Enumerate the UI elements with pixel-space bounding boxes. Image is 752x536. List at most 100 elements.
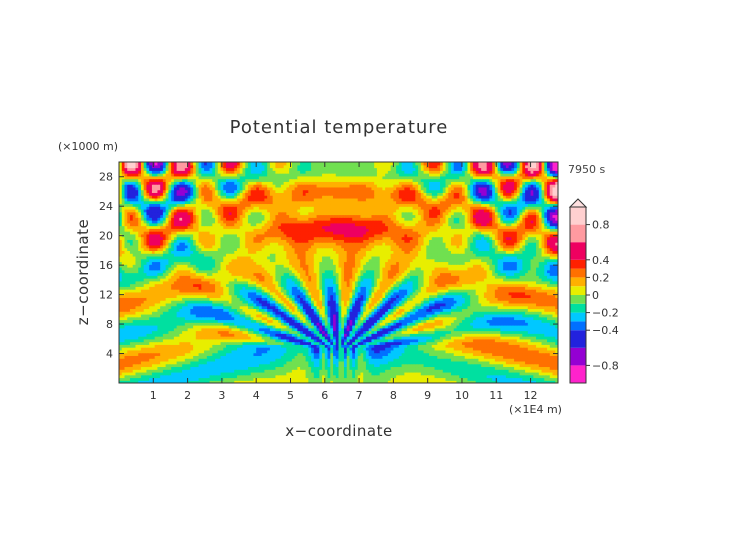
heatmap-cell [286, 324, 290, 329]
heatmap-cell [486, 322, 490, 326]
heatmap-cell [343, 336, 348, 340]
heatmap-cell [536, 358, 540, 362]
heatmap-cell [497, 319, 501, 323]
heatmap-cell [160, 322, 164, 326]
heatmap-cell [138, 349, 142, 354]
heatmap-cell [371, 347, 375, 351]
heatmap-cell [190, 308, 194, 312]
heatmap-cell [286, 355, 290, 359]
heatmap-cell [316, 374, 320, 379]
heatmap-cell [242, 324, 246, 329]
heatmap-cell [226, 336, 230, 340]
heatmap-cell [135, 349, 139, 354]
heatmap-cell [160, 336, 164, 340]
heatmap-cell [420, 311, 425, 315]
heatmap-cell [119, 352, 123, 356]
heatmap-cell [522, 327, 526, 332]
heatmap-cell [250, 374, 255, 379]
heatmap-cell [206, 349, 211, 354]
heatmap-cell [226, 347, 230, 351]
heatmap-cell [261, 377, 266, 381]
heatmap-cell [382, 322, 386, 326]
heatmap-cell [176, 330, 180, 334]
heatmap-cell [182, 360, 186, 365]
heatmap-cell [119, 336, 123, 340]
heatmap-cell [352, 369, 356, 373]
heatmap-cell [357, 327, 362, 332]
heatmap-cell [253, 358, 257, 362]
heatmap-cell [297, 341, 301, 345]
heatmap-cell [423, 341, 427, 345]
heatmap-cell [258, 316, 263, 321]
heatmap-cell [322, 333, 326, 337]
heatmap-cell [313, 341, 318, 345]
heatmap-cell [368, 324, 373, 329]
heatmap-cell [511, 369, 515, 373]
heatmap-cell [234, 377, 238, 381]
heatmap-cell [442, 344, 447, 348]
heatmap-cell [374, 380, 378, 383]
heatmap-cell [146, 371, 150, 376]
heatmap-cell [278, 358, 282, 362]
heatmap-field [119, 162, 558, 383]
heatmap-cell [415, 313, 419, 318]
heatmap-cell [516, 377, 521, 381]
heatmap-cell [409, 360, 414, 365]
heatmap-cell [536, 355, 540, 359]
heatmap-cell [349, 336, 353, 340]
heatmap-cell [393, 369, 397, 373]
heatmap-cell [404, 333, 408, 337]
heatmap-cell [530, 369, 534, 373]
heatmap-cell [500, 333, 504, 337]
heatmap-cell [390, 369, 394, 373]
heatmap-cell [486, 319, 490, 323]
heatmap-cell [497, 355, 501, 359]
heatmap-cell [193, 319, 197, 323]
heatmap-cell [173, 322, 178, 326]
heatmap-cell [541, 347, 545, 351]
heatmap-cell [379, 355, 383, 359]
heatmap-cell [171, 349, 175, 354]
heatmap-cell [272, 322, 276, 326]
heatmap-cell [492, 349, 496, 354]
heatmap-cell [272, 349, 276, 354]
heatmap-cell [514, 336, 518, 340]
heatmap-cell [398, 322, 403, 326]
heatmap-cell [404, 349, 408, 354]
heatmap-cell [135, 341, 139, 345]
heatmap-cell [453, 358, 458, 362]
heatmap-cell [256, 380, 260, 383]
heatmap-cell [494, 344, 499, 348]
heatmap-cell [371, 308, 375, 312]
heatmap-cell [231, 347, 235, 351]
heatmap-cell [412, 338, 416, 343]
heatmap-cell [165, 308, 169, 312]
heatmap-cell [302, 336, 307, 340]
heatmap-cell [327, 347, 331, 351]
heatmap-cell [374, 311, 378, 315]
heatmap-cell [379, 363, 383, 368]
heatmap-cell [387, 322, 392, 326]
heatmap-cell [256, 327, 260, 332]
heatmap-cell [552, 330, 556, 334]
heatmap-cell [341, 336, 345, 340]
heatmap-cell [234, 366, 238, 370]
heatmap-cell [467, 338, 471, 343]
heatmap-cell [544, 319, 548, 323]
heatmap-cell [135, 355, 139, 359]
heatmap-cell [453, 355, 458, 359]
heatmap-cell [549, 355, 554, 359]
heatmap-cell [475, 330, 480, 334]
heatmap-cell [472, 380, 477, 383]
heatmap-cell [242, 355, 246, 359]
heatmap-cell [215, 330, 219, 334]
heatmap-cell [390, 355, 394, 359]
heatmap-cell [226, 380, 230, 383]
heatmap-cell [481, 366, 485, 370]
heatmap-cell [363, 311, 367, 315]
heatmap-cell [415, 330, 419, 334]
heatmap-cell [289, 341, 293, 345]
heatmap-cell [547, 341, 551, 345]
heatmap-cell [497, 333, 501, 337]
heatmap-cell [431, 344, 436, 348]
